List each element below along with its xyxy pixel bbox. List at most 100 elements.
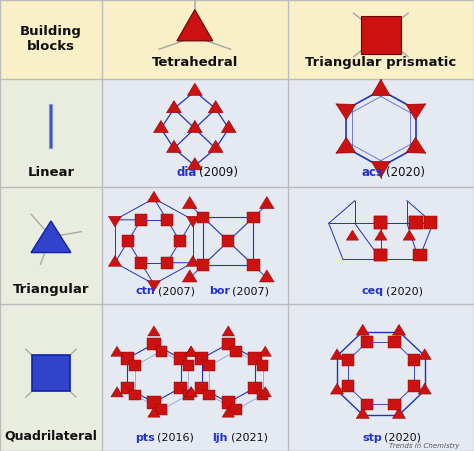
Bar [102,79,288,187]
Bar [424,216,437,229]
Text: bor: bor [209,286,230,296]
Polygon shape [166,140,182,152]
Bar [288,0,474,79]
Text: dia: dia [176,166,196,179]
Polygon shape [392,324,406,335]
Bar [182,360,194,371]
Polygon shape [406,104,426,120]
Bar [120,352,134,365]
Bar [361,336,374,348]
Polygon shape [185,387,197,397]
Bar [222,396,235,409]
Bar [102,0,288,79]
Polygon shape [336,104,356,120]
Bar [182,390,194,400]
Bar [388,336,401,348]
Text: ljh: ljh [212,433,228,443]
Polygon shape [372,79,390,96]
Bar [248,382,262,394]
Polygon shape [208,101,223,113]
Polygon shape [186,255,200,266]
Text: acs: acs [361,166,383,179]
Polygon shape [186,216,200,227]
Bar [174,352,187,365]
Bar [410,216,423,229]
Polygon shape [222,326,235,336]
Polygon shape [259,197,274,209]
Bar [0,0,102,79]
Polygon shape [111,346,123,356]
Polygon shape [177,9,213,41]
Bar [257,390,268,400]
Polygon shape [154,120,168,133]
Polygon shape [372,161,390,178]
Bar [248,352,262,365]
Text: (2016): (2016) [157,433,194,443]
Text: Tetrahedral: Tetrahedral [152,56,238,69]
Bar [32,355,70,391]
Text: Triangular: Triangular [13,283,89,296]
Bar [122,235,134,247]
Text: (2007): (2007) [232,286,269,296]
Text: stp: stp [363,433,382,443]
Text: ctn: ctn [136,286,155,296]
Bar [257,360,268,371]
Polygon shape [185,346,198,356]
Polygon shape [187,120,202,133]
Polygon shape [147,281,161,291]
Bar [0,187,102,304]
Polygon shape [148,326,160,336]
Bar [388,399,401,410]
Bar [374,249,387,261]
Polygon shape [330,383,344,394]
Bar [222,235,235,247]
Bar [203,390,215,400]
Polygon shape [392,408,406,419]
Bar [156,404,167,415]
Polygon shape [356,408,369,419]
Polygon shape [356,324,369,335]
Polygon shape [148,407,160,417]
Bar [288,304,474,451]
Bar [147,396,161,409]
Bar [129,390,140,400]
Polygon shape [418,383,431,394]
Polygon shape [111,387,123,397]
Bar [129,360,140,371]
Text: (2020): (2020) [383,433,421,443]
Polygon shape [185,387,198,397]
Bar [361,16,401,54]
Bar [222,337,235,350]
Bar [102,304,288,451]
Bar [342,354,354,366]
Bar [161,257,173,269]
Bar [135,257,147,269]
Text: (2007): (2007) [158,286,195,296]
Bar [120,382,134,394]
Text: (2020): (2020) [386,166,425,179]
Text: pts: pts [136,433,155,443]
Bar [156,345,167,356]
Bar [374,249,387,261]
Bar [288,79,474,187]
Polygon shape [259,270,274,282]
Polygon shape [222,407,235,417]
Polygon shape [182,197,197,209]
Polygon shape [259,346,272,356]
Polygon shape [185,346,197,356]
Text: Linear: Linear [27,166,74,179]
Text: (2020): (2020) [386,286,423,296]
Bar [374,216,387,229]
Bar [195,382,208,394]
Text: Trends in Chemistry: Trends in Chemistry [390,442,460,449]
Polygon shape [31,221,71,253]
Text: Triangular prismatic: Triangular prismatic [305,56,456,69]
Polygon shape [187,83,202,96]
Text: Quadrilateral: Quadrilateral [5,430,97,443]
Bar [342,380,354,392]
Bar [374,216,387,229]
Bar [195,352,208,365]
Polygon shape [374,230,387,240]
Polygon shape [259,387,272,397]
Bar [408,380,420,392]
